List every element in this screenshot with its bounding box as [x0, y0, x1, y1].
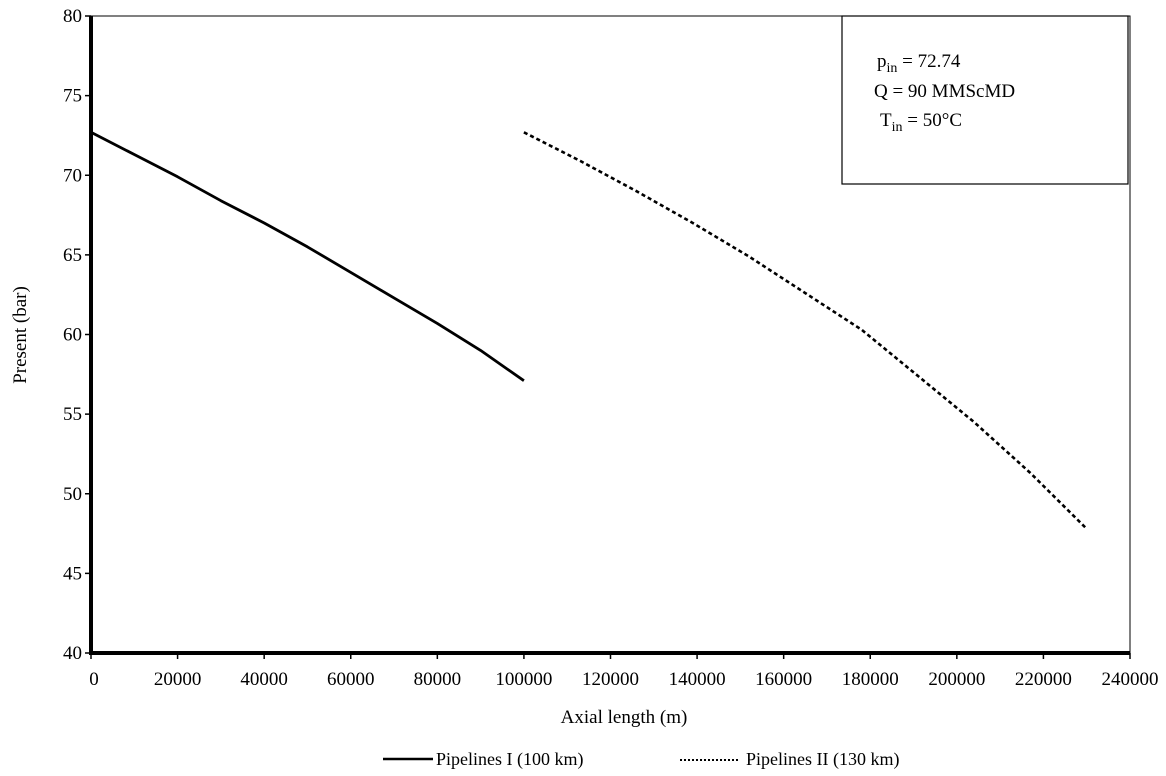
- y-tick-label: 80: [63, 6, 82, 27]
- x-tick-label: 240000: [1102, 669, 1159, 690]
- annotation-line-flow-rate: Q = 90 MMScMD: [874, 81, 1015, 102]
- y-tick-label: 50: [63, 484, 82, 505]
- y-tick-label: 60: [63, 325, 82, 346]
- y-tick-label: 55: [63, 404, 82, 425]
- y-axis-title: Present (bar): [10, 286, 31, 384]
- x-tick-label: 160000: [755, 669, 812, 690]
- legend: Pipelines I (100 km) Pipelines II (130 k…: [383, 749, 899, 770]
- x-tick-label: 120000: [582, 669, 639, 690]
- x-tick-label: 100000: [495, 669, 552, 690]
- y-tick-labels: 40 45 50 55 60 65 70 75 80: [63, 6, 91, 664]
- x-axis-title: Axial length (m): [561, 707, 688, 728]
- series-line-pipelines-ii: [523, 131, 1088, 530]
- y-tick-label: 70: [63, 165, 82, 186]
- x-tick-label: 60000: [327, 669, 375, 690]
- y-tick-label: 45: [63, 563, 82, 584]
- x-tick-labels: 0 20000 40000 60000 80000 100000 120000 140000 1…: [89, 653, 1159, 690]
- legend-label-pipelines-i: Pipelines I (100 km): [436, 749, 583, 770]
- legend-label-pipelines-ii: Pipelines II (130 km): [746, 749, 899, 770]
- annotation-line-inlet-temperature: Tin = 50°C: [880, 110, 962, 135]
- x-tick-label: 20000: [154, 669, 202, 690]
- y-tick-label: 65: [63, 245, 82, 266]
- annotation-line-inlet-pressure: pin = 72.74: [877, 51, 961, 76]
- x-tick-label: 140000: [669, 669, 726, 690]
- series-layer: [90, 131, 1088, 530]
- x-tick-label: 0: [89, 669, 99, 690]
- y-tick-label: 75: [63, 86, 82, 107]
- annotation-box: pin = 72.74 Q = 90 MMScMD Tin = 50°C: [841, 15, 1129, 185]
- y-tick-label: 40: [63, 643, 82, 664]
- x-tick-label: 220000: [1015, 669, 1072, 690]
- x-tick-label: 80000: [414, 669, 462, 690]
- x-tick-label: 180000: [842, 669, 899, 690]
- x-tick-label: 200000: [928, 669, 985, 690]
- series-line-pipelines-i: [90, 131, 525, 382]
- annotation-frame: [841, 15, 1129, 185]
- x-tick-label: 40000: [240, 669, 288, 690]
